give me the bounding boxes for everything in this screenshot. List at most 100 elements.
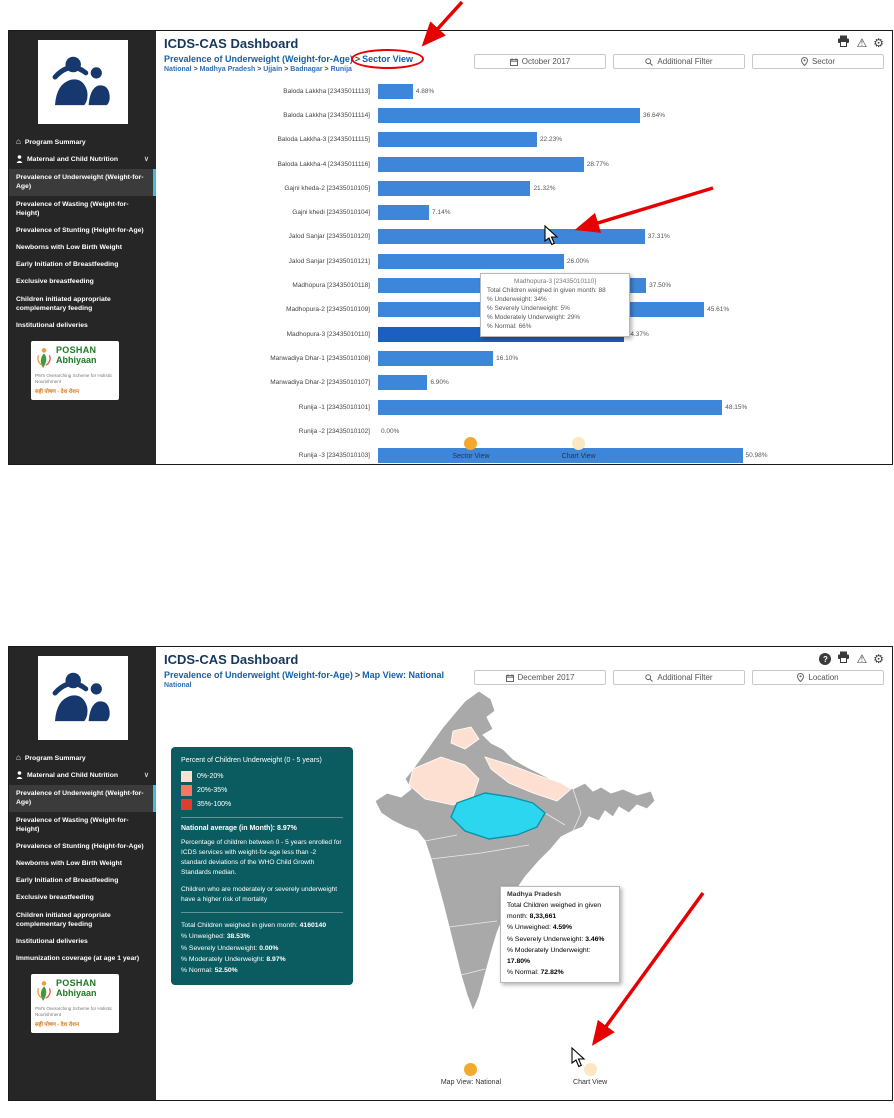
breadcrumb-view-map[interactable]: Map View: National — [362, 670, 444, 680]
help-icon[interactable]: ? — [819, 653, 832, 665]
sidebar: ⌂ Program Summary Maternal and Child Nutri… — [9, 31, 156, 464]
bar[interactable] — [378, 180, 531, 196]
bar-category-label: Runija -2 [23435010102] — [298, 427, 370, 435]
warning-icon[interactable]: ⚠ — [856, 36, 868, 50]
stat-line: % Normal: 52.50% — [181, 966, 238, 974]
sidebar-item[interactable]: Prevalence of Underweight (Weight-for-Ag… — [9, 169, 156, 196]
location-crumb-item[interactable]: National — [164, 66, 192, 73]
sidebar-item[interactable]: Children initiated appropriate complemen… — [9, 907, 156, 933]
india-choropleth-map[interactable] — [361, 685, 661, 1035]
bar[interactable] — [378, 350, 494, 366]
location-crumb-item[interactable]: Badnagar — [290, 66, 323, 73]
view-toggle-chart-view[interactable]: Chart View — [562, 437, 596, 460]
sidebar-item[interactable]: Exclusive breastfeeding — [9, 273, 156, 290]
print-icon[interactable] — [837, 34, 850, 52]
bar[interactable] — [378, 448, 743, 464]
state-punjab[interactable] — [450, 726, 480, 750]
print-icon[interactable] — [837, 650, 850, 668]
sidebar-item-label: Prevalence of Underweight (Weight-for-Ag… — [16, 174, 144, 191]
tooltip-line: % Moderately Underweight: 29% — [487, 313, 581, 321]
sidebar-item[interactable]: Maternal and Child Nutrition ∨ — [9, 151, 156, 169]
sidebar-item[interactable]: Early Initiation of Breastfeeding — [9, 256, 156, 273]
state-madhya-pradesh-highlighted[interactable] — [450, 792, 546, 840]
sidebar-item[interactable]: ⌂ Program Summary — [9, 134, 156, 151]
month-filter-button[interactable]: December 2017 — [474, 670, 606, 685]
search-icon — [645, 673, 654, 682]
toggle-dot[interactable] — [572, 437, 586, 450]
sidebar-item[interactable]: Exclusive breastfeeding — [9, 889, 156, 906]
sidebar-item-label: Prevalence of Stunting (Height-for-Age) — [16, 226, 144, 234]
view-toggle-map-view-national[interactable]: Map View: National — [441, 1063, 501, 1086]
bar-value-label: 0.00% — [381, 427, 400, 435]
bar-value-label: 26.00% — [566, 257, 589, 265]
gear-icon[interactable]: ⚙ — [873, 36, 884, 50]
sidebar-item[interactable]: Newborns with Low Birth Weight — [9, 239, 156, 256]
bar[interactable] — [378, 83, 413, 99]
level-filter-button[interactable]: Sector — [752, 54, 884, 69]
main-content: ICDS-CAS Dashboard ⚠ ⚙ Prevalence of Unde… — [156, 31, 892, 464]
bar-row: Baloda Lakkha [23435011114] 36.64% — [164, 103, 884, 127]
sidebar-item[interactable]: Maternal and Child Nutrition ∨ — [9, 767, 156, 785]
bar[interactable] — [378, 399, 723, 415]
state-uttar-pradesh[interactable] — [484, 756, 572, 802]
bar-category-label: Gajni khedi [23435010104] — [292, 209, 370, 217]
sidebar-item[interactable]: Immunization coverage (at age 1 year) — [9, 950, 156, 967]
sidebar-item[interactable]: Children initiated appropriate complemen… — [9, 291, 156, 317]
location-crumb-item[interactable]: Runija — [330, 66, 352, 73]
view-toggle-sector-view[interactable]: Sector View — [452, 437, 490, 460]
poshan-title: POSHAN — [56, 345, 97, 356]
gear-icon[interactable]: ⚙ — [873, 652, 884, 666]
month-filter-button[interactable]: October 2017 — [474, 54, 606, 69]
sidebar-item[interactable]: Early Initiation of Breastfeeding — [9, 872, 156, 889]
bar[interactable] — [378, 132, 537, 148]
sidebar-item-label: Prevalence of Wasting (Weight-for-Height… — [16, 816, 129, 833]
location-breadcrumb[interactable]: National — [164, 682, 192, 689]
bar-value-label: 50.98% — [745, 452, 768, 460]
warning-icon[interactable]: ⚠ — [856, 652, 868, 666]
filter-buttons: October 2017 Additional Filter Sector — [474, 54, 884, 69]
bar[interactable] — [378, 253, 564, 269]
view-toggle-chart-view[interactable]: Chart View — [573, 1063, 607, 1086]
sidebar-menu: ⌂ Program Summary Maternal and Child Nutri… — [9, 134, 156, 334]
toggle-dot[interactable] — [583, 1063, 597, 1076]
bar[interactable] — [378, 229, 645, 245]
location-crumb-item[interactable]: Madhya Pradesh — [199, 66, 256, 73]
bar[interactable] — [378, 107, 640, 123]
sidebar-menu: ⌂ Program Summary Maternal and Child Nutri… — [9, 750, 156, 967]
sidebar-item[interactable]: Institutional deliveries — [9, 317, 156, 334]
legend-label: 20%-35% — [197, 786, 228, 794]
stat-line: % Severely Underweight: 0.00% — [181, 944, 279, 952]
icds-cas-logo — [37, 656, 128, 740]
location-crumb-item[interactable]: Ujjain — [263, 66, 283, 73]
poshan-leaf-icon — [37, 348, 51, 368]
bar-value-label: 37.50% — [649, 282, 672, 290]
bar-category-label: Baloda Lakkha [23435011114] — [283, 111, 370, 119]
bar-value-label: 16.10% — [496, 354, 519, 362]
family-logo-graphic — [52, 56, 110, 106]
additional-filter-button[interactable]: Additional Filter — [613, 670, 745, 685]
sidebar-item[interactable]: Prevalence of Wasting (Weight-for-Height… — [9, 812, 156, 838]
sidebar-item[interactable]: Prevalence of Stunting (Height-for-Age) — [9, 222, 156, 239]
sidebar-item[interactable]: Institutional deliveries — [9, 933, 156, 950]
breadcrumb-view-sector[interactable]: Sector View — [362, 54, 413, 64]
poshan-subtitle: Abhiyaan — [56, 988, 97, 999]
sidebar-item[interactable]: Prevalence of Wasting (Weight-for-Height… — [9, 196, 156, 222]
level-filter-button[interactable]: Location — [752, 670, 884, 685]
sidebar-item[interactable]: Prevalence of Underweight (Weight-for-Ag… — [9, 785, 156, 812]
bar[interactable] — [378, 205, 430, 221]
sidebar-item[interactable]: ⌂ Program Summary — [9, 750, 156, 767]
toggle-dot[interactable] — [464, 1063, 478, 1076]
sidebar-item[interactable]: Prevalence of Stunting (Height-for-Age) — [9, 838, 156, 855]
toggle-label: Chart View — [573, 1079, 608, 1086]
toggle-dot[interactable] — [464, 437, 478, 450]
bar[interactable] — [378, 375, 428, 391]
dashboard-panel-sector-view: ⌂ Program Summary Maternal and Child Nutri… — [8, 30, 893, 465]
dashboard-panel-map-view: ⌂ Program Summary Maternal and Child Nutri… — [8, 646, 893, 1101]
home-icon: ⌂ — [16, 753, 21, 762]
bar[interactable] — [378, 156, 584, 172]
sidebar-item[interactable]: Newborns with Low Birth Weight — [9, 855, 156, 872]
stat-line: % Moderately Underweight: 8.97% — [181, 955, 286, 963]
sidebar-item-label: Early Initiation of Breastfeeding — [16, 877, 119, 885]
additional-filter-button[interactable]: Additional Filter — [613, 54, 745, 69]
legend-label: 35%-100% — [197, 800, 232, 808]
